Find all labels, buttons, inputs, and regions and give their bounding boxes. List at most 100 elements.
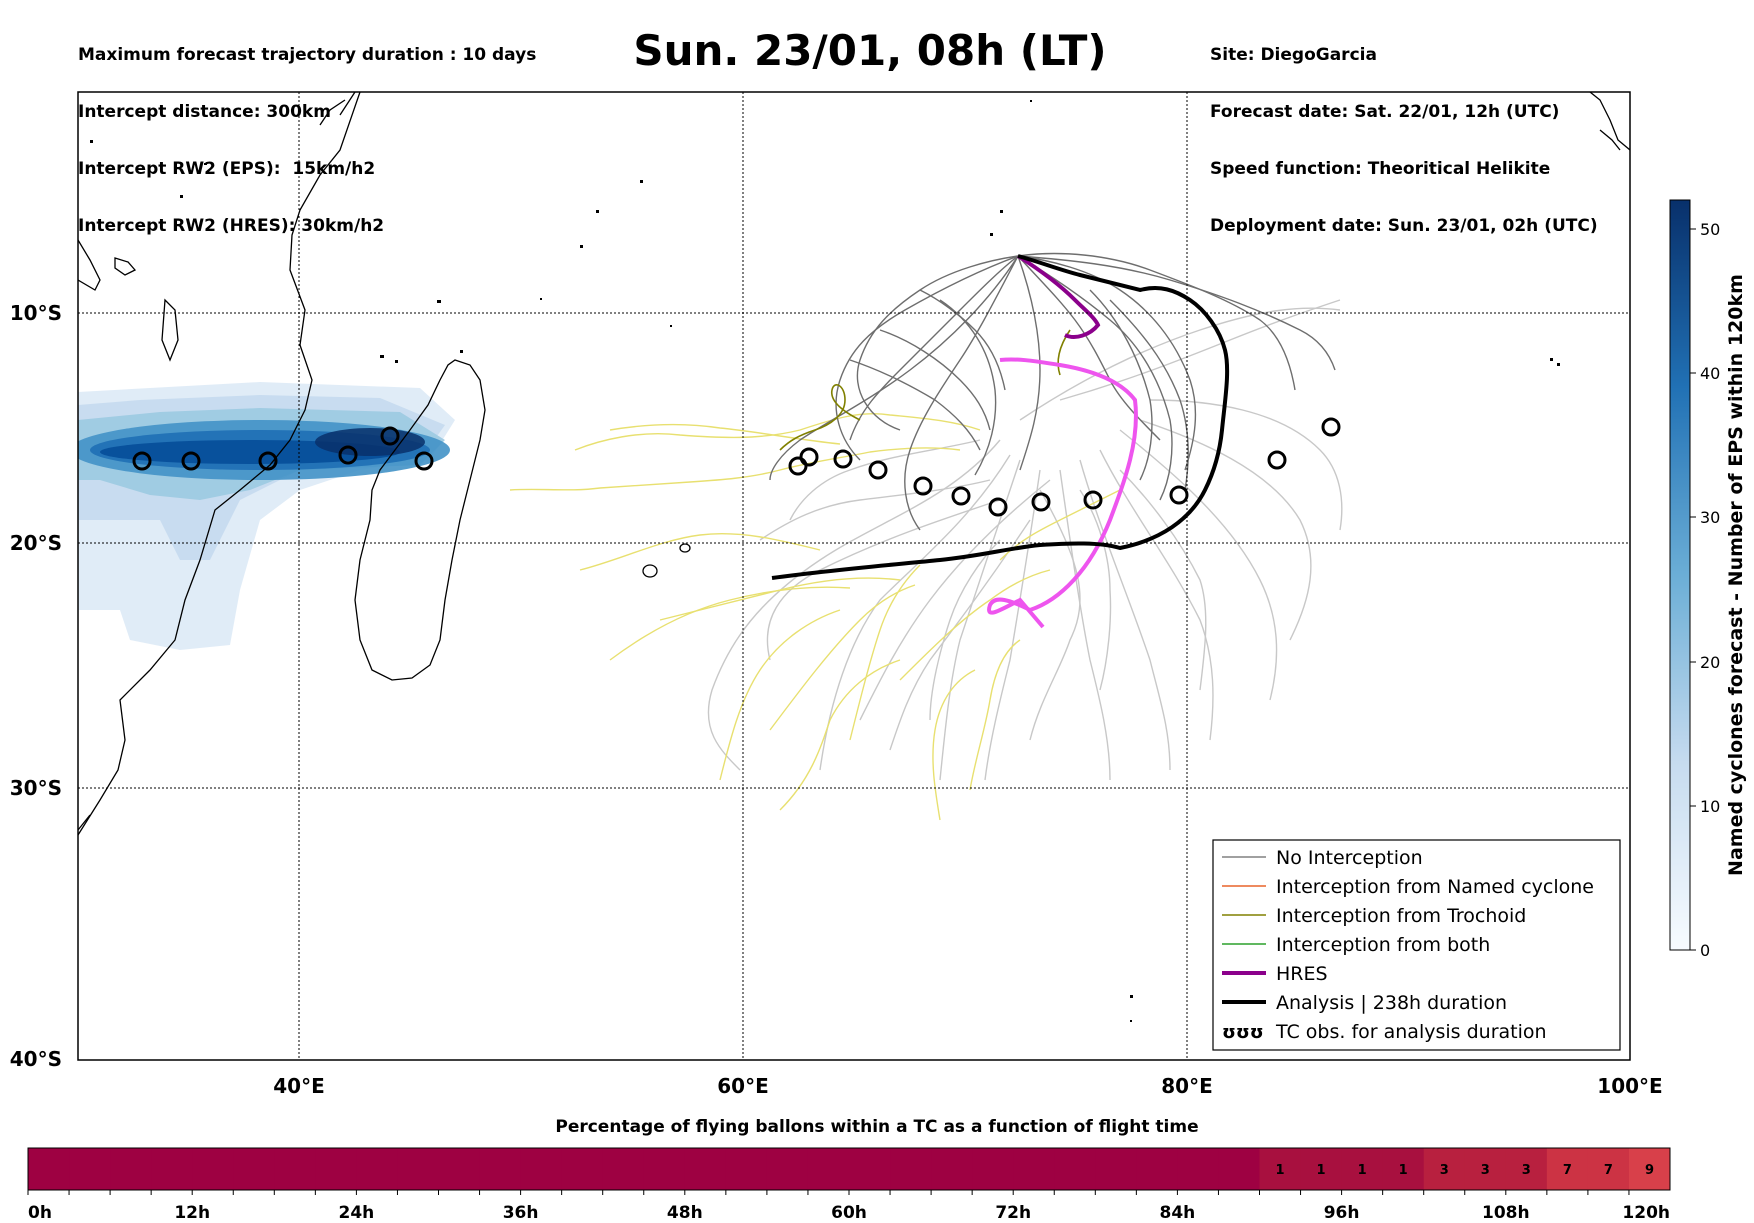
header-right-line: Forecast date: Sat. 22/01, 12h (UTC) (1210, 102, 1560, 122)
timebar-tick-label: 0h (28, 1203, 52, 1223)
timebar-cell (1013, 1148, 1055, 1190)
header-right-line: Speed function: Theoritical Helikite (1210, 159, 1551, 179)
header-right-info: Site: DiegoGarcia Forecast date: Sat. 22… (1210, 8, 1598, 255)
tc-marker (380, 426, 400, 446)
timebar: 1 1 1 1 3 3 3 7 7 9 (27, 1147, 1671, 1195)
timebar-cell (192, 1148, 234, 1190)
timebar-tick-label: 48h (667, 1203, 703, 1223)
timebar-tick-label: 60h (831, 1203, 867, 1223)
timebar-cell (766, 1148, 809, 1190)
header-left-line: Maximum forecast trajectory duration : 1… (78, 45, 537, 65)
tc-marker (833, 449, 853, 469)
timebar-cell (725, 1148, 768, 1190)
timebar-cell (890, 1148, 932, 1190)
header-left-line: Intercept RW2 (EPS): 15km/h2 (78, 159, 376, 179)
tc-marker (913, 476, 933, 496)
timebar-cell (643, 1148, 686, 1190)
trochoid-track (1057, 329, 1071, 376)
map-frame (77, 91, 1631, 1061)
timebar-cell (1259, 1148, 1302, 1190)
timebar-cell (931, 1148, 973, 1190)
timebar-cell (69, 1148, 111, 1190)
hres-track (1016, 254, 1101, 339)
header-right-line: Site: DiegoGarcia (1210, 45, 1377, 65)
timebar-tick-label: 12h (174, 1203, 210, 1223)
tc-observation-markers (132, 417, 1341, 517)
lon-tick-label: 40°E (273, 1074, 325, 1098)
timebar-tick-label: 108h (1482, 1203, 1530, 1223)
lat-tick-label: 10°S (10, 301, 62, 325)
coastlines (78, 92, 1630, 836)
no-interception-tracks (769, 252, 1336, 531)
timebar-cell (1095, 1148, 1137, 1190)
colorbar-tick: 30 (1700, 508, 1720, 527)
timebar-cell (602, 1148, 645, 1190)
timebar-cell (1505, 1148, 1548, 1190)
timebar-cell (807, 1148, 850, 1190)
legend-label: Interception from Named cyclone (1276, 876, 1594, 898)
timebar-cell (1054, 1148, 1096, 1190)
timebar-tick-label: 36h (503, 1203, 539, 1223)
legend-label: TC obs. for analysis duration (1275, 1021, 1547, 1043)
tc-marker (868, 460, 888, 480)
lat-tick-label: 30°S (10, 776, 62, 800)
lon-tick-label: 80°E (1161, 1074, 1213, 1098)
tc-marker (988, 497, 1008, 517)
tc-marker (1169, 485, 1189, 505)
timebar-cell (520, 1148, 563, 1190)
timebar-cell (1546, 1148, 1589, 1190)
lat-tick-label: 40°S (10, 1047, 62, 1071)
trochoid-track (779, 384, 861, 451)
timebar-cell-label: 1 (1358, 1163, 1367, 1178)
timebar-cell-label: 7 (1604, 1163, 1613, 1178)
timebar-cell (151, 1148, 193, 1190)
legend-label: Interception from Trochoid (1276, 905, 1526, 927)
timebar-cell (1464, 1148, 1507, 1190)
timebar-tick-label: 24h (339, 1203, 375, 1223)
timebar-cell (479, 1148, 522, 1190)
timebar-cell (972, 1148, 1014, 1190)
legend-label: Interception from both (1276, 934, 1490, 956)
tc-marker (951, 486, 971, 506)
tc-marker (338, 445, 358, 465)
legend-label: No Interception (1276, 847, 1423, 869)
tc-marker (258, 451, 278, 471)
timebar-cell (1382, 1148, 1425, 1190)
header-right-line: Deployment date: Sun. 23/01, 02h (UTC) (1210, 216, 1598, 236)
timebar-cell (684, 1148, 727, 1190)
colorbar-ticks: 0 10 20 30 40 50 (1690, 220, 1720, 960)
timebar-cell (233, 1148, 275, 1190)
timebar-frame (27, 1147, 1671, 1191)
timebar-cell (1423, 1148, 1466, 1190)
timebar-title: Percentage of flying ballons within a TC… (555, 1117, 1199, 1137)
map-legend: No Interception Interception from Named … (1212, 839, 1621, 1051)
map-title: Sun. 23/01, 08h (LT) (633, 26, 1107, 75)
tc-marker (1031, 492, 1051, 512)
timebar-tick-label: 96h (1324, 1203, 1360, 1223)
timebar-cell (397, 1148, 439, 1190)
islands (90, 100, 1560, 1022)
timebar-cell (561, 1148, 604, 1190)
axis-labels: 40°E 60°E 80°E 100°E 10°S 20°S 30°S 40°S (10, 301, 1663, 1098)
timebar-cell-label: 7 (1563, 1163, 1572, 1178)
gridlines (78, 92, 1630, 1060)
timebar-cell-label: 1 (1317, 1163, 1326, 1178)
timebar-cell-label: 3 (1522, 1163, 1531, 1178)
ensemble-tracks-yellow (509, 412, 1121, 821)
tc-marker (799, 447, 819, 467)
timebar-tick-label: 84h (1160, 1203, 1196, 1223)
timebar-tick-labels: 0h 12h 24h 36h 48h 60h 72h 84h 96h 108h 120h (28, 1203, 1670, 1223)
timebar-cell-label: 1 (1276, 1163, 1285, 1178)
tc-marker (1321, 417, 1341, 437)
colorbar-label: Named cyclones forecast - Number of EPS … (1725, 274, 1747, 876)
colorbar-tick: 50 (1700, 220, 1720, 239)
timebar-cell (1300, 1148, 1343, 1190)
timebar-cell (1136, 1148, 1178, 1190)
tc-obs-legend-icon: ʊʊʊ (1222, 1022, 1264, 1043)
timebar-cell (1218, 1148, 1260, 1190)
analysis-track (771, 254, 1230, 580)
tc-marker (181, 451, 201, 471)
timebar-cell-label: 3 (1481, 1163, 1490, 1178)
tc-marker (414, 451, 434, 471)
